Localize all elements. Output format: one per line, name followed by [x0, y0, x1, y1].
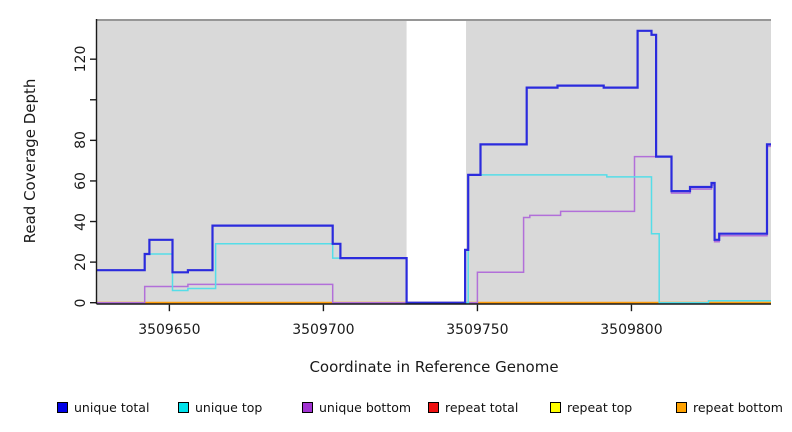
y-tick-label: 120 [73, 45, 89, 73]
y-tick-label: 40 [73, 212, 89, 231]
x-tick-label: 3509700 [292, 322, 355, 338]
x-tick-label: 3509800 [600, 322, 663, 338]
legend-swatch-icon [550, 401, 561, 413]
legend-swatch-icon [178, 401, 189, 413]
series-line-unique-total [97, 29, 771, 304]
legend-item-repeat-total: repeat total [428, 399, 519, 415]
y-axis-title: Read Coverage Depth [21, 78, 39, 244]
legend-swatch-icon [676, 401, 687, 413]
legend-item-unique-total: unique total [57, 399, 150, 415]
y-tick-label: 20 [73, 253, 89, 272]
legend-label: repeat top [567, 399, 633, 415]
legend-swatch-icon [302, 401, 313, 413]
legend-label: unique bottom [319, 399, 412, 415]
x-axis-title: Coordinate in Reference Genome [309, 358, 559, 376]
legend-label: repeat total [445, 399, 519, 415]
axis-ticks [90, 58, 633, 312]
y-tick-label: 80 [73, 131, 89, 150]
legend-label: unique total [74, 399, 150, 415]
legend-item-repeat-bottom: repeat bottom [676, 399, 783, 415]
legend-swatch-icon [428, 401, 439, 413]
legend-item-unique-top: unique top [178, 399, 263, 415]
legend-swatch-icon [57, 401, 68, 413]
x-tick-label: 3509650 [138, 322, 201, 338]
masked-gap-region [406, 19, 467, 304]
x-tick-label: 3509750 [446, 322, 509, 338]
data-series-lines [97, 29, 771, 304]
legend-label: unique top [195, 399, 263, 415]
legend-item-repeat-top: repeat top [550, 399, 633, 415]
y-tick-label: 60 [73, 172, 89, 190]
y-tick-label: 0 [73, 298, 89, 308]
legend-label: repeat bottom [693, 399, 783, 415]
series-line-unique-bottom [97, 145, 771, 304]
legend-item-unique-bottom: unique bottom [302, 399, 412, 415]
